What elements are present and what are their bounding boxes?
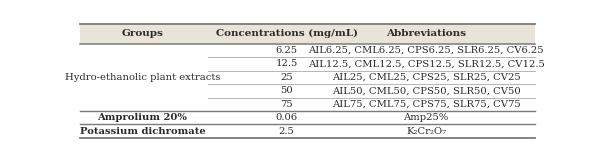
Text: Concentrations (mg/mL): Concentrations (mg/mL) [215,29,358,38]
Text: AIL75, CML75, CPS75, SLR75, CV75: AIL75, CML75, CPS75, SLR75, CV75 [332,100,520,109]
Text: 2.5: 2.5 [278,127,295,136]
Text: AIL25, CML25, CPS25, SLR25, CV25: AIL25, CML25, CPS25, SLR25, CV25 [332,73,520,82]
Text: Amprolium 20%: Amprolium 20% [97,113,187,122]
Text: AIL50, CML50, CPS50, SLR50, CV50: AIL50, CML50, CPS50, SLR50, CV50 [332,86,520,95]
Text: AIL12.5, CML12.5, CPS12.5, SLR12.5, CV12.5: AIL12.5, CML12.5, CPS12.5, SLR12.5, CV12… [308,59,545,68]
Text: AIL6.25, CML6.25, CPS6.25, SLR6.25, CV6.25: AIL6.25, CML6.25, CPS6.25, SLR6.25, CV6.… [308,46,544,55]
Bar [80,24,535,44]
Text: K₂Cr₂O₇: K₂Cr₂O₇ [406,127,446,136]
Text: 12.5: 12.5 [275,59,298,68]
Text: Groups: Groups [121,29,163,38]
Text: 75: 75 [280,100,293,109]
Text: 25: 25 [280,73,293,82]
Text: 6.25: 6.25 [275,46,298,55]
Text: Amp25%: Amp25% [403,113,449,122]
Text: Abbreviations: Abbreviations [386,29,466,38]
Text: 0.06: 0.06 [275,113,298,122]
Text: 50: 50 [280,86,293,95]
Text: Potassium dichromate: Potassium dichromate [80,127,205,136]
Text: Hydro-ethanolic plant extracts: Hydro-ethanolic plant extracts [65,73,220,82]
